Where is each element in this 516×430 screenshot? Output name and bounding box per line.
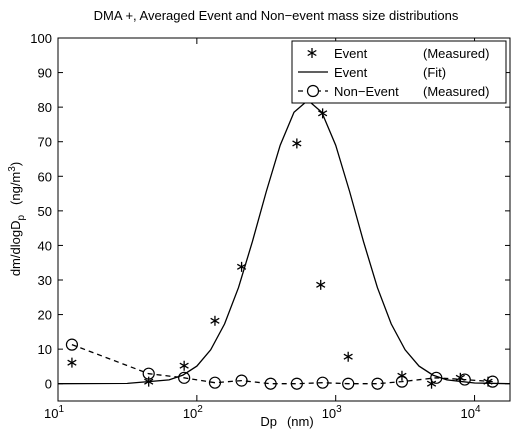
asterisk-stroke (67, 359, 77, 366)
y-tick-label: 0 (45, 377, 52, 392)
non-event-marker (342, 377, 355, 390)
chart-title: DMA +, Averaged Event and Non−event mass… (94, 8, 459, 23)
non-event-marker (458, 373, 471, 386)
y-tick-label: 20 (38, 308, 52, 323)
non-event-marker (235, 374, 248, 387)
non-event-marker (430, 371, 443, 384)
x-tick-label: 103 (322, 404, 342, 421)
x-tick-base: 10 (461, 406, 475, 421)
y-label-unit: (ng/m (8, 172, 23, 205)
fit-line (57, 99, 511, 385)
y-tick-label: 10 (38, 342, 52, 357)
y-axis-label: dm/dlogDp (ng/m3) (7, 162, 27, 276)
x-tick-exponent: 1 (58, 404, 64, 415)
y-tick-label: 50 (38, 204, 52, 219)
asterisk-stroke (316, 281, 326, 288)
event-marker (307, 48, 317, 58)
event-marker (343, 351, 353, 362)
y-label-sub: p (16, 215, 27, 221)
x-tick-exponent: 3 (336, 404, 342, 415)
non-event-marker (486, 375, 499, 388)
non-event-marker (65, 338, 79, 351)
asterisk-stroke (426, 380, 437, 387)
y-label-main: dm/dlogD (8, 221, 23, 277)
asterisk-stroke (210, 317, 220, 324)
legend-marker (306, 84, 320, 98)
x-tick-exponent: 4 (475, 404, 481, 415)
legend-note: (Fit) (423, 65, 446, 80)
y-tick-label: 60 (38, 169, 52, 184)
x-tick-label: 104 (461, 404, 481, 421)
non-event-marker (142, 367, 155, 380)
legend-label: Non−Event (334, 84, 399, 99)
non-event-marker (371, 377, 384, 390)
legend-note: (Measured) (423, 46, 489, 61)
non-event-marker (208, 376, 222, 389)
x-tick-base: 10 (183, 406, 197, 421)
y-tick-label: 70 (38, 135, 52, 150)
x-tick-label: 102 (183, 404, 203, 421)
legend-note: (Measured) (423, 84, 489, 99)
y-tick-label: 90 (38, 66, 52, 81)
non-event-marker (178, 371, 191, 384)
event-marker (210, 315, 220, 326)
legend-label: Event (334, 46, 368, 61)
non-event-marker (316, 376, 329, 389)
non-event-marker (264, 377, 277, 390)
asterisk-stroke (179, 362, 189, 369)
y-label-sup: 3 (7, 166, 18, 172)
asterisk-stroke (236, 263, 247, 270)
event-marker (292, 138, 302, 149)
y-tick-label: 30 (38, 273, 52, 288)
x-tick-exponent: 2 (197, 404, 203, 415)
asterisk-stroke (455, 374, 465, 381)
y-tick-label: 80 (38, 100, 52, 115)
x-tick-base: 10 (322, 406, 336, 421)
non-event-marker (395, 375, 409, 388)
legend-label: Event (334, 65, 368, 80)
asterisk-stroke (292, 140, 302, 147)
x-axis-label: Dp (nm) (260, 414, 313, 429)
asterisk-stroke (343, 353, 353, 360)
event-marker (67, 357, 77, 368)
asterisk-stroke (307, 49, 317, 57)
x-tick-label: 101 (44, 404, 64, 421)
y-tick-label: 100 (30, 31, 52, 46)
event-marker (179, 360, 189, 371)
event-marker (316, 279, 326, 290)
x-tick-base: 10 (44, 406, 58, 421)
non-event-line (71, 343, 493, 385)
y-tick-label: 40 (38, 238, 52, 253)
non-event-marker (290, 377, 303, 390)
x-label-unit: (nm) (287, 414, 314, 429)
plot-frame (57, 37, 511, 402)
x-label-main: Dp (260, 414, 277, 429)
y-label-close: ) (8, 162, 23, 166)
